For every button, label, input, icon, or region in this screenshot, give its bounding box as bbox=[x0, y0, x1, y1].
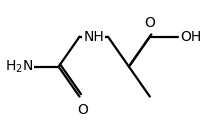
Text: NH: NH bbox=[83, 30, 104, 44]
Text: H$_2$N: H$_2$N bbox=[4, 58, 33, 75]
Text: O: O bbox=[144, 16, 155, 30]
Text: OH: OH bbox=[180, 30, 201, 44]
Text: O: O bbox=[77, 103, 88, 117]
